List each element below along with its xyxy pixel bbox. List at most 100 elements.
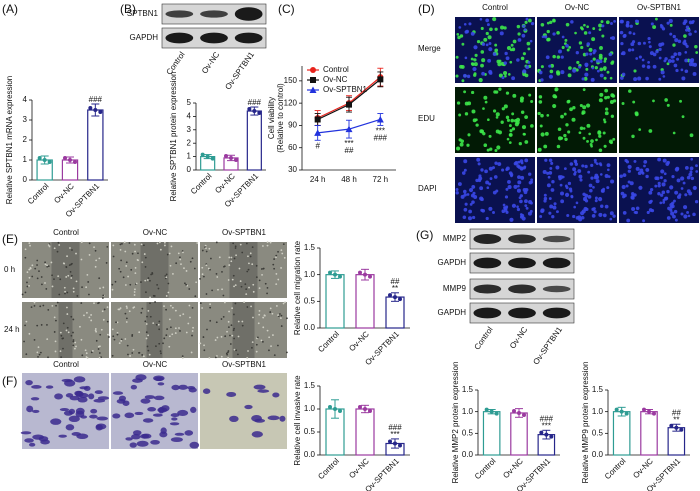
cell (157, 287, 160, 290)
cell (564, 192, 570, 197)
cell (83, 314, 85, 317)
cell (520, 175, 525, 180)
y-tick-label: 30 (288, 165, 297, 174)
cell (225, 352, 228, 355)
cell (122, 400, 130, 406)
cell (581, 164, 585, 168)
cell (517, 160, 521, 164)
significance: *** (344, 139, 353, 148)
cell (633, 77, 638, 82)
blot-column-label: Control (473, 325, 495, 351)
cell (641, 64, 646, 68)
cell (177, 252, 180, 255)
cell (495, 189, 499, 193)
cell (487, 35, 492, 40)
cell (683, 39, 687, 43)
cell (277, 250, 279, 253)
cell (31, 264, 34, 267)
cell (685, 28, 689, 32)
cell (581, 77, 585, 81)
cell (269, 311, 272, 313)
cell (503, 26, 507, 30)
replicate-dot (93, 108, 98, 112)
cell (102, 318, 105, 321)
cell (688, 191, 693, 196)
cell (509, 217, 514, 222)
cell (105, 262, 108, 264)
replicate-dot (234, 157, 238, 162)
cell (211, 289, 214, 292)
cell (577, 169, 582, 173)
cell (630, 195, 635, 200)
cell (622, 211, 627, 215)
cell (604, 173, 609, 178)
cell (227, 279, 230, 281)
x-tick-label: Control (26, 181, 51, 206)
cell (124, 284, 127, 286)
cell (525, 65, 530, 70)
cell (570, 20, 574, 24)
cell (548, 211, 552, 215)
replicate-dot (494, 411, 499, 416)
cell (516, 207, 521, 212)
cell (266, 244, 269, 247)
cell (169, 264, 172, 267)
cell (26, 271, 29, 274)
cell (561, 45, 565, 50)
replicate-dot (224, 153, 228, 158)
cell (666, 189, 670, 194)
cell (245, 242, 248, 245)
cell (252, 316, 254, 319)
cell (165, 308, 167, 311)
cell (686, 211, 690, 214)
cell (204, 244, 207, 247)
cell (64, 379, 76, 387)
cell (222, 294, 225, 297)
cell (658, 42, 663, 47)
cell (58, 434, 67, 438)
cell (658, 56, 662, 60)
cell (567, 130, 571, 134)
cell (199, 342, 202, 345)
cell (189, 441, 200, 449)
y-tick-label: 0.5 (304, 296, 316, 305)
cell (255, 343, 258, 346)
significance: ### (374, 134, 388, 143)
cell (280, 314, 283, 317)
cell (455, 74, 459, 78)
cell (480, 26, 484, 30)
cell (688, 172, 693, 177)
cell (90, 408, 98, 414)
cell (467, 216, 473, 221)
cell (75, 280, 78, 283)
cell (146, 315, 148, 318)
cell (529, 39, 533, 43)
cell (236, 353, 239, 356)
cell (505, 115, 510, 120)
cell (266, 329, 269, 332)
cell (74, 390, 83, 396)
cell (241, 251, 244, 254)
cell (568, 66, 572, 70)
replicate-dot (368, 274, 372, 279)
cell (611, 36, 616, 40)
cell (674, 38, 679, 43)
x-tick-label: Control (603, 456, 628, 481)
cell (68, 415, 80, 423)
cell (237, 335, 240, 338)
cell (48, 245, 51, 248)
cell (209, 268, 211, 271)
micrograph (537, 17, 617, 83)
cell (555, 210, 559, 214)
cell (280, 249, 283, 252)
cell (553, 202, 557, 206)
cell (573, 172, 577, 176)
cell (550, 188, 555, 192)
cell (505, 56, 510, 61)
panel-label: (F) (2, 374, 17, 388)
cell (255, 264, 258, 267)
cell (98, 257, 101, 260)
cell (102, 294, 105, 297)
cell (470, 31, 475, 36)
cell (539, 215, 543, 218)
